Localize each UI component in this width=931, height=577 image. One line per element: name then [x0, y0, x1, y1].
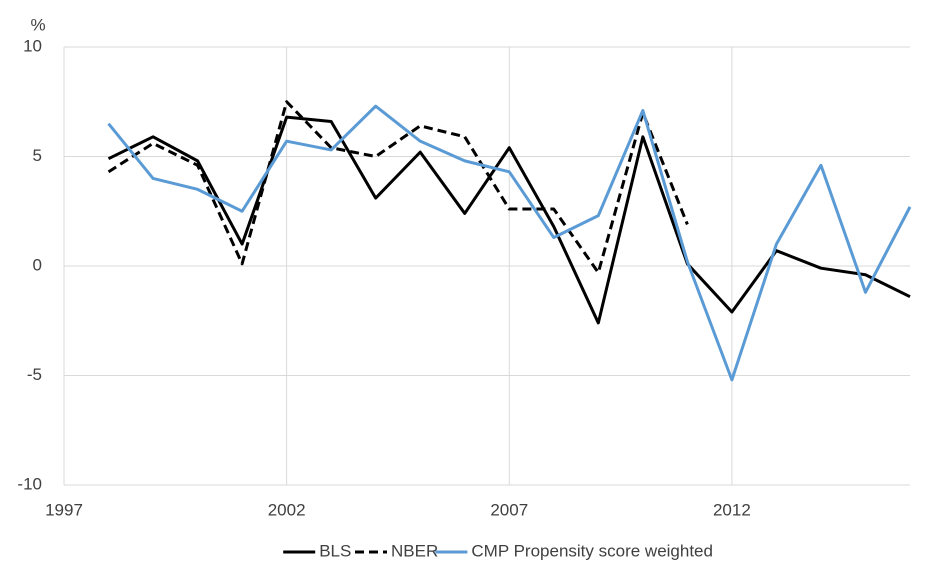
x-tick-label: 2012: [713, 500, 751, 519]
series-line: [107, 115, 911, 325]
x-tick-label: 2007: [490, 500, 528, 519]
legend-label: CMP Propensity score weighted: [471, 541, 713, 560]
legend-label: NBER: [391, 541, 438, 560]
y-tick-label: 10: [23, 36, 42, 55]
y-tick-label: -5: [27, 365, 42, 384]
series-line: [107, 100, 689, 275]
y-tick-label: 5: [33, 146, 42, 165]
y-unit: %: [30, 15, 45, 34]
y-tick-label: 0: [33, 255, 42, 274]
x-tick-label: 1997: [45, 500, 83, 519]
series-line: [107, 104, 912, 382]
legend-label: BLS: [319, 541, 351, 560]
y-tick-label: -10: [17, 474, 42, 493]
x-tick-label: 2002: [268, 500, 306, 519]
